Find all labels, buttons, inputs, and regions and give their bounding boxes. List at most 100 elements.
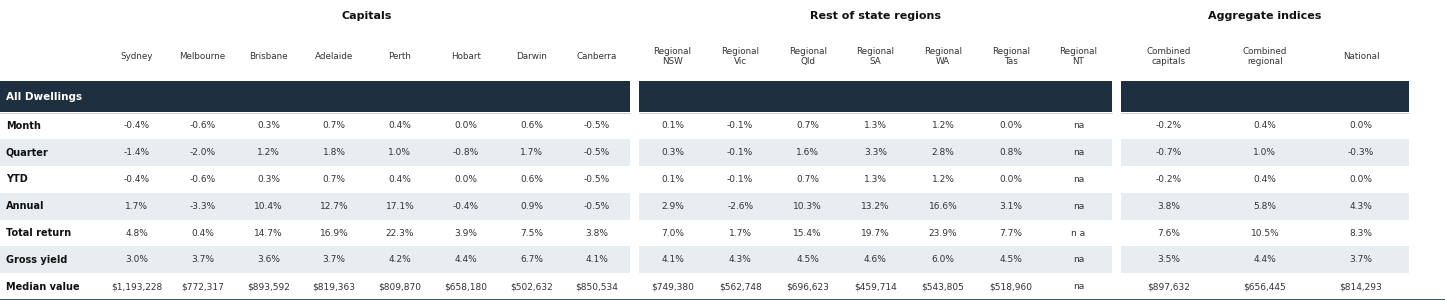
Text: Adelaide: Adelaide [315, 52, 353, 61]
Text: 7.0%: 7.0% [660, 229, 683, 238]
Text: Total return: Total return [6, 228, 71, 238]
Text: na: na [1072, 122, 1084, 130]
Bar [639, 139, 1113, 166]
Text: na: na [1072, 282, 1084, 291]
Text: 13.2%: 13.2% [861, 202, 890, 211]
Text: 1.7%: 1.7% [728, 229, 751, 238]
Bar [0, 246, 630, 273]
Text: 1.3%: 1.3% [864, 175, 887, 184]
Text: 10.5%: 10.5% [1250, 229, 1279, 238]
Bar [1121, 246, 1409, 273]
Text: Gross yield: Gross yield [6, 255, 66, 265]
Text: -0.6%: -0.6% [189, 122, 215, 130]
Text: 7.5%: 7.5% [520, 229, 543, 238]
Text: -0.3%: -0.3% [1348, 148, 1374, 157]
Text: $658,180: $658,180 [444, 282, 487, 291]
Text: 2.9%: 2.9% [660, 202, 683, 211]
Text: na: na [1072, 148, 1084, 157]
Text: $819,363: $819,363 [312, 282, 355, 291]
Text: 2.8%: 2.8% [932, 148, 955, 157]
Text: Median value: Median value [6, 282, 79, 292]
Text: 0.4%: 0.4% [191, 229, 214, 238]
Text: Capitals: Capitals [342, 11, 392, 21]
Text: -0.5%: -0.5% [584, 202, 610, 211]
Text: 0.0%: 0.0% [1350, 175, 1373, 184]
Text: 0.7%: 0.7% [796, 175, 819, 184]
Text: 4.8%: 4.8% [126, 229, 149, 238]
Bar [1121, 81, 1409, 112]
Text: Aggregate indices: Aggregate indices [1208, 11, 1322, 21]
Text: All Dwellings: All Dwellings [6, 92, 82, 102]
Text: n a: n a [1071, 229, 1085, 238]
Text: $850,534: $850,534 [575, 282, 618, 291]
Bar [1113, 246, 1121, 273]
Text: 16.6%: 16.6% [929, 202, 958, 211]
Text: 1.7%: 1.7% [520, 148, 543, 157]
Bar [1113, 193, 1121, 220]
Text: $1,193,228: $1,193,228 [111, 282, 162, 291]
Text: 5.8%: 5.8% [1253, 202, 1276, 211]
Bar [1113, 112, 1121, 139]
Text: 4.1%: 4.1% [585, 255, 608, 264]
Text: $809,870: $809,870 [379, 282, 422, 291]
Bar [0, 193, 630, 220]
Bar [1121, 139, 1409, 166]
Text: 16.9%: 16.9% [319, 229, 348, 238]
Text: 0.4%: 0.4% [1253, 175, 1276, 184]
Text: na: na [1072, 202, 1084, 211]
Text: $543,805: $543,805 [922, 282, 964, 291]
Text: 0.4%: 0.4% [389, 122, 412, 130]
Text: 10.4%: 10.4% [254, 202, 283, 211]
Text: Regional
NSW: Regional NSW [653, 46, 692, 66]
Text: 4.3%: 4.3% [1350, 202, 1373, 211]
Text: 0.0%: 0.0% [454, 122, 477, 130]
Text: $772,317: $772,317 [181, 282, 224, 291]
Text: 0.4%: 0.4% [1253, 122, 1276, 130]
Text: -0.5%: -0.5% [584, 122, 610, 130]
Text: Regional
NT: Regional NT [1059, 46, 1097, 66]
Text: 0.0%: 0.0% [998, 175, 1022, 184]
Bar [1121, 166, 1409, 193]
Text: 3.3%: 3.3% [864, 148, 887, 157]
Bar [639, 193, 1113, 220]
Text: 0.8%: 0.8% [998, 148, 1022, 157]
Text: -2.0%: -2.0% [189, 148, 215, 157]
Text: -0.4%: -0.4% [124, 175, 150, 184]
Text: $562,748: $562,748 [718, 282, 762, 291]
Bar [0, 273, 630, 300]
Text: Sydney: Sydney [121, 52, 153, 61]
Bar [630, 112, 639, 139]
Text: Hobart: Hobart [451, 52, 481, 61]
Bar [0, 81, 630, 112]
Text: 3.1%: 3.1% [998, 202, 1022, 211]
Text: 6.0%: 6.0% [932, 255, 955, 264]
Text: -0.5%: -0.5% [584, 148, 610, 157]
Text: -0.2%: -0.2% [1156, 122, 1182, 130]
Text: $893,592: $893,592 [247, 282, 290, 291]
Text: 1.0%: 1.0% [389, 148, 412, 157]
Text: 4.3%: 4.3% [728, 255, 751, 264]
Text: 7.7%: 7.7% [998, 229, 1022, 238]
Bar [630, 246, 639, 273]
Bar [639, 112, 1113, 139]
Text: -0.8%: -0.8% [452, 148, 478, 157]
Text: 4.1%: 4.1% [660, 255, 683, 264]
Bar [630, 139, 639, 166]
Text: -0.5%: -0.5% [584, 175, 610, 184]
Bar [639, 220, 1113, 246]
Text: Darwin: Darwin [516, 52, 546, 61]
Text: 4.4%: 4.4% [1253, 255, 1276, 264]
Bar [639, 273, 1113, 300]
Text: 0.6%: 0.6% [520, 122, 543, 130]
Text: Brisbane: Brisbane [249, 52, 288, 61]
Text: 3.7%: 3.7% [1350, 255, 1373, 264]
Text: Regional
Qld: Regional Qld [789, 46, 827, 66]
Text: 1.3%: 1.3% [864, 122, 887, 130]
Text: 8.3%: 8.3% [1350, 229, 1373, 238]
Text: 0.0%: 0.0% [454, 175, 477, 184]
Bar [1121, 193, 1409, 220]
Text: $749,380: $749,380 [652, 282, 694, 291]
Text: 0.0%: 0.0% [1350, 122, 1373, 130]
Text: -0.7%: -0.7% [1156, 148, 1182, 157]
Bar [1113, 273, 1121, 300]
